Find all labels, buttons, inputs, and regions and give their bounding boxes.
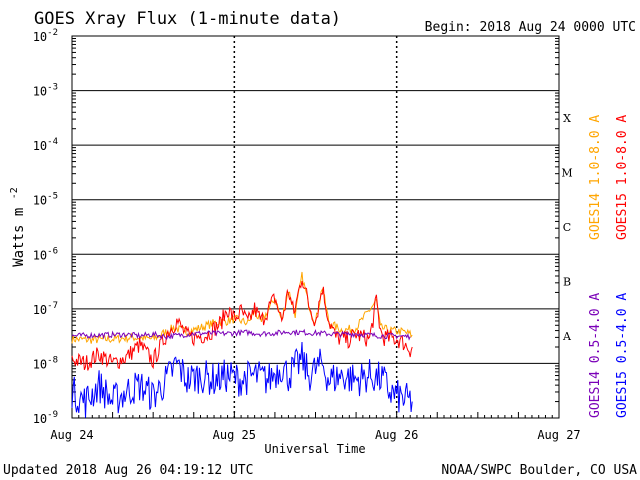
- x-tick-label: Aug 27: [537, 428, 580, 442]
- y-tick-label: 10-5: [33, 192, 58, 208]
- series-line-goes14-1-0-8-0-a: [71, 271, 413, 344]
- y-tick-label: 10-8: [33, 355, 58, 371]
- flare-class-label: B: [563, 276, 571, 289]
- y-tick-label: 10-3: [33, 83, 58, 99]
- legend-item: GOES14 0.5-4.0 A: [588, 293, 603, 418]
- flare-class-label: A: [562, 330, 572, 343]
- flare-class-label: C: [563, 221, 571, 234]
- series-line-goes15-0-5-4-0-a: [71, 341, 413, 418]
- series-line-goes14-0-5-4-0-a: [71, 328, 411, 341]
- x-tick-labels: Aug 24 Aug 25 Aug 26 Aug 27: [50, 428, 580, 442]
- y-tick-label: 10-9: [33, 410, 58, 426]
- source-credit: NOAA/SWPC Boulder, CO USA: [441, 463, 637, 478]
- flare-class-label: M: [561, 166, 572, 179]
- grid-lines: [71, 35, 560, 419]
- begin-label: Begin: 2018 Aug 24 0000 UTC: [425, 20, 636, 35]
- x-tick-label: Aug 25: [213, 428, 256, 442]
- y-axis-label-text: Watts m: [11, 208, 27, 267]
- x-axis-label: Universal Time: [264, 442, 365, 456]
- flare-class-labels: X M C B A: [561, 112, 572, 343]
- y-tick-labels: 10-2 10-3 10-4 10-5 10-6 10-7 10-8 10-9: [33, 28, 58, 426]
- svg-text:Watts m -2: Watts m -2: [9, 187, 27, 267]
- y-tick-label: 10-6: [33, 246, 58, 262]
- flare-class-label: X: [563, 112, 571, 125]
- y-axis-label-exponent: -2: [9, 187, 20, 199]
- x-tick-label: Aug 24: [50, 428, 93, 442]
- series-line-goes15-1-0-8-0-a: [71, 281, 413, 371]
- y-tick-label: 10-7: [33, 301, 58, 317]
- legend-item: GOES14 1.0-8.0 A: [588, 115, 603, 240]
- legend-item: GOES15 0.5-4.0 A: [615, 293, 630, 418]
- y-axis-label: Watts m -2: [9, 187, 27, 267]
- legend-item: GOES15 1.0-8.0 A: [615, 115, 630, 240]
- x-tick-label: Aug 26: [375, 428, 418, 442]
- plot-frame: [71, 35, 560, 419]
- chart-title: GOES Xray Flux (1-minute data): [34, 9, 341, 29]
- y-tick-label: 10-4: [33, 137, 58, 153]
- y-tick-label: 10-2: [33, 28, 58, 44]
- series-lines: [71, 271, 413, 418]
- legend: GOES14 1.0-8.0 A GOES15 1.0-8.0 A GOES14 0…: [588, 115, 630, 418]
- updated-timestamp: Updated 2018 Aug 26 04:19:12 UTC: [3, 463, 253, 478]
